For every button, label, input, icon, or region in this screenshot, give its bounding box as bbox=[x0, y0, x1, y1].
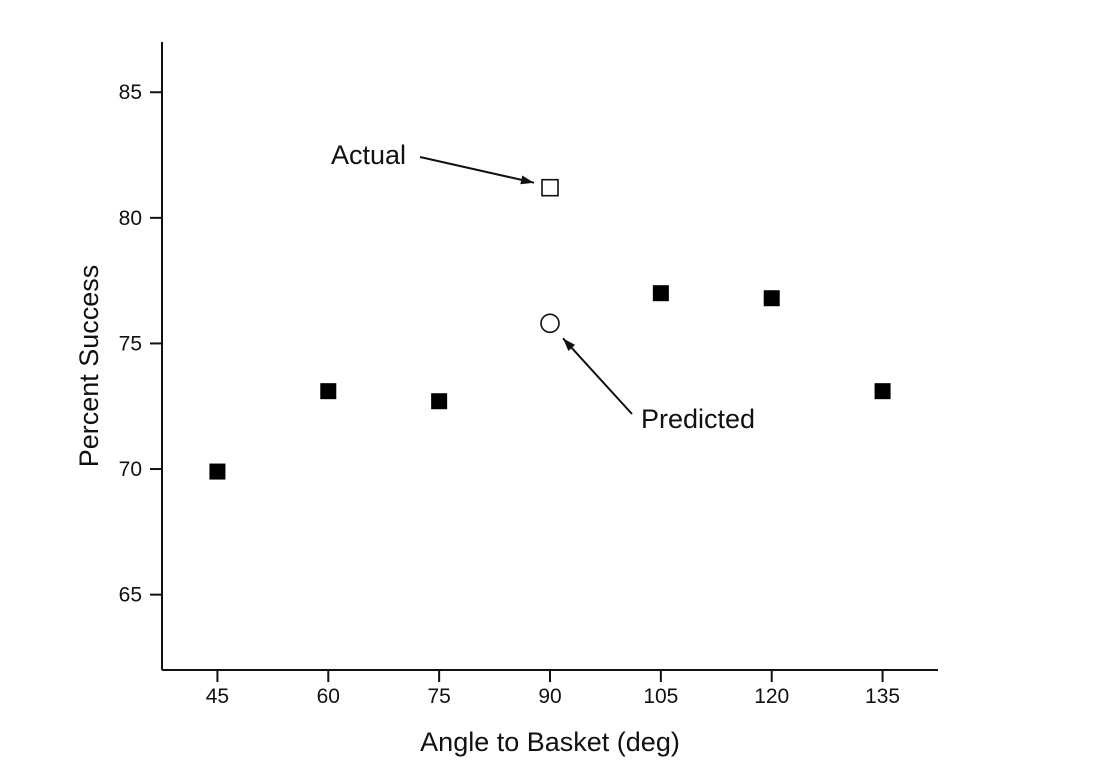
x-tick-label: 135 bbox=[865, 685, 900, 708]
annotation-predicted-arrow bbox=[562, 337, 633, 415]
y-tick-label: 65 bbox=[119, 584, 142, 607]
y-tick-label: 75 bbox=[119, 332, 142, 355]
annotation-actual-arrowhead bbox=[520, 175, 534, 185]
y-axis-title: Percent Success bbox=[74, 265, 104, 468]
x-tick-label: 45 bbox=[206, 685, 229, 708]
data-point bbox=[652, 285, 669, 302]
data-point bbox=[320, 383, 337, 400]
x-ticks: 45 60 75 90 105 120 135 bbox=[206, 670, 900, 708]
data-point-actual bbox=[541, 178, 559, 197]
annotation-predicted-arrowhead bbox=[563, 338, 576, 351]
x-tick-label: 105 bbox=[643, 685, 678, 708]
data-point-predicted bbox=[540, 313, 560, 334]
y-tick-label: 80 bbox=[119, 207, 142, 230]
annotation-predicted-label: Predicted bbox=[641, 404, 755, 434]
y-tick-label: 70 bbox=[119, 458, 142, 481]
y-ticks: 65 70 75 80 85 bbox=[119, 81, 162, 607]
annotations: Actual Predicted bbox=[331, 140, 755, 434]
x-tick-label: 90 bbox=[538, 685, 561, 708]
annotation-actual-label: Actual bbox=[331, 140, 406, 170]
axes: 65 70 75 80 85 45 60 75 90 105 120 135 bbox=[119, 42, 938, 708]
annotation-actual-arrow bbox=[419, 156, 535, 184]
y-tick-label: 85 bbox=[119, 81, 142, 104]
x-tick-label: 120 bbox=[754, 685, 789, 708]
x-tick-label: 60 bbox=[317, 685, 340, 708]
data-point bbox=[431, 393, 448, 410]
data-points bbox=[209, 178, 891, 480]
data-point bbox=[209, 463, 226, 480]
data-point bbox=[763, 290, 780, 307]
data-point bbox=[874, 383, 891, 400]
x-axis-title: Angle to Basket (deg) bbox=[420, 727, 680, 757]
x-tick-label: 75 bbox=[427, 685, 450, 708]
